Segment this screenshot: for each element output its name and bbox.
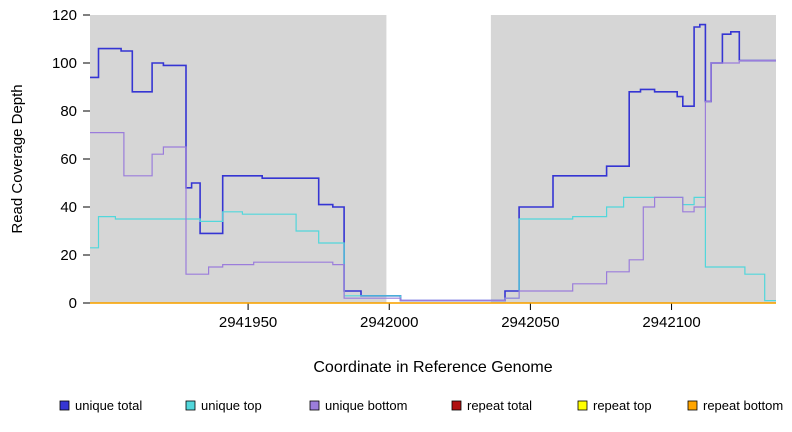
x-tick-label: 2942050 (501, 314, 559, 331)
y-tick-label: 120 (52, 7, 77, 24)
legend-label: repeat top (593, 398, 652, 413)
y-tick-label: 20 (60, 247, 77, 264)
legend-swatch (309, 400, 320, 411)
x-axis-label: Coordinate in Reference Genome (313, 359, 552, 376)
chart-root: 0 20 40 60 80 100 120 2941950 2942000 2942050 2942… (52, 7, 776, 331)
legend-swatch (451, 400, 462, 411)
legend-label: unique bottom (325, 398, 407, 413)
series-unique-total (90, 23, 776, 302)
legend-item-repeat-bottom: repeat bottom (687, 398, 783, 413)
y-tick-label: 0 (69, 295, 77, 312)
y-tick-label: 60 (60, 151, 77, 168)
legend-item-repeat-top: repeat top (577, 398, 652, 413)
series-unique-bottom (90, 60, 776, 302)
x-tick-label: 2941950 (219, 314, 277, 331)
legend: unique total unique top unique bottom repea… (59, 398, 783, 413)
legend-item-unique-total: unique total (59, 398, 142, 413)
y-axis-label: Read Coverage Depth (9, 84, 26, 233)
legend-swatch (59, 400, 70, 411)
legend-item-repeat-total: repeat total (451, 398, 532, 413)
y-tick-label: 40 (60, 199, 77, 216)
legend-swatch (185, 400, 196, 411)
x-tick-label: 2942100 (642, 314, 700, 331)
x-tick-label: 2942000 (360, 314, 418, 331)
legend-item-unique-top: unique top (185, 398, 262, 413)
legend-item-unique-bottom: unique bottom (309, 398, 407, 413)
masked-region (386, 15, 491, 303)
legend-label: repeat bottom (703, 398, 783, 413)
legend-swatch (577, 400, 588, 411)
legend-label: unique top (201, 398, 262, 413)
legend-label: unique total (75, 398, 142, 413)
legend-label: repeat total (467, 398, 532, 413)
y-tick-label: 80 (60, 103, 77, 120)
legend-swatch (687, 400, 698, 411)
y-tick-label: 100 (52, 55, 77, 72)
